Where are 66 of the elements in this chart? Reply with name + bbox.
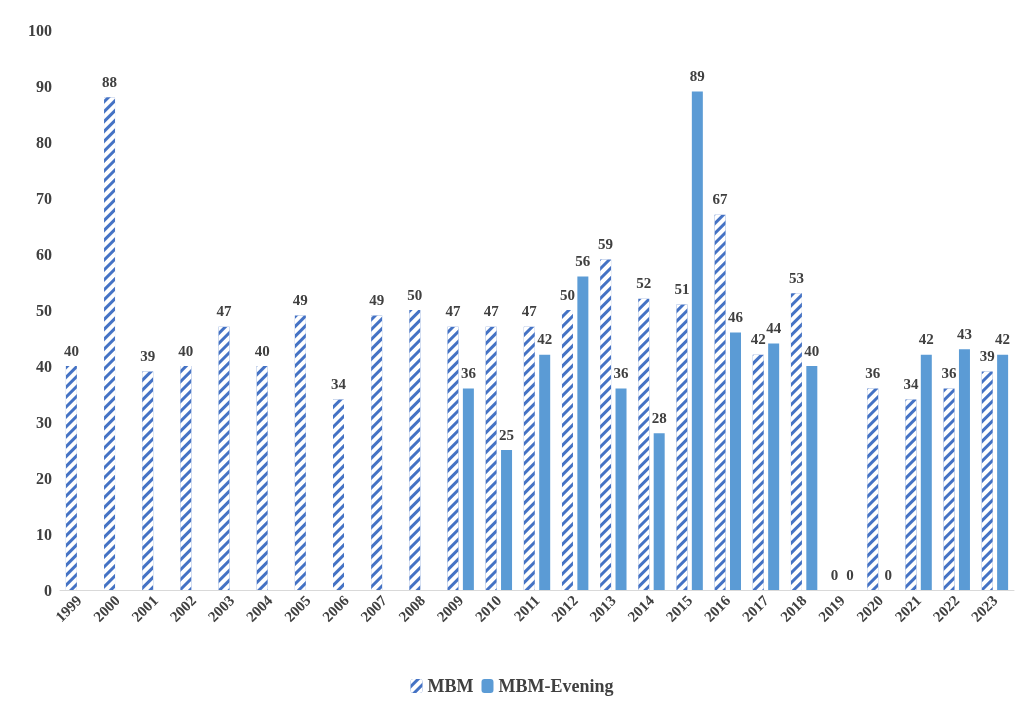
data-label: 40 (254, 342, 270, 359)
bar (768, 343, 780, 590)
y-tick-label: 70 (36, 189, 52, 207)
data-label: 0 (884, 566, 892, 583)
bar (462, 388, 474, 590)
data-label: 88 (102, 73, 118, 90)
bar (997, 354, 1009, 590)
bar (920, 354, 932, 590)
data-label: 36 (613, 364, 630, 381)
data-label: 44 (766, 320, 782, 337)
bar (730, 332, 741, 590)
data-label: 56 (575, 252, 591, 269)
data-label: 50 (559, 286, 575, 303)
y-tick-label: 80 (36, 133, 52, 151)
legend-label: MBM-Evening (498, 676, 614, 696)
legend-label: MBM (427, 676, 474, 696)
data-label: 67 (712, 191, 729, 208)
data-label: 25 (499, 426, 515, 443)
data-label: 40 (178, 342, 194, 359)
data-label: 52 (636, 275, 652, 292)
data-label: 0 (830, 566, 839, 583)
y-tick-label: 90 (36, 77, 52, 95)
data-label: 42 (995, 331, 1011, 348)
data-label: 47 (216, 303, 233, 320)
data-label: 39 (140, 348, 156, 365)
bar (958, 349, 970, 590)
y-tick-label: 20 (36, 469, 52, 487)
data-label: 47 (521, 303, 538, 320)
data-label: 0 (846, 566, 854, 583)
y-tick-label: 60 (36, 245, 52, 263)
y-tick-label: 100 (28, 21, 52, 39)
bar (806, 366, 818, 590)
data-label: 39 (979, 348, 995, 365)
bar (653, 433, 665, 590)
y-tick-label: 50 (36, 301, 52, 319)
bar (691, 91, 703, 590)
data-label: 47 (483, 303, 500, 320)
bar (577, 276, 589, 590)
y-tick-label: 30 (36, 413, 52, 431)
bar (539, 354, 551, 590)
data-label: 46 (728, 308, 744, 325)
y-tick-label: 40 (36, 357, 52, 375)
data-label: 40 (804, 342, 820, 359)
data-label: 34 (331, 376, 347, 393)
data-label: 36 (865, 364, 881, 381)
data-label: 42 (750, 331, 766, 348)
data-label: 28 (651, 409, 667, 426)
data-label: 50 (407, 286, 423, 303)
data-label: 47 (445, 303, 461, 320)
y-tick-label: 0 (44, 581, 52, 599)
bar (501, 450, 513, 590)
data-label: 49 (292, 292, 308, 309)
data-label: 42 (537, 331, 553, 348)
data-label: 36 (460, 364, 477, 381)
data-label: 49 (369, 292, 385, 309)
data-label: 40 (63, 342, 79, 359)
data-label: 43 (956, 325, 972, 342)
data-label: 42 (918, 331, 934, 348)
data-label: 53 (788, 269, 804, 286)
data-label: 51 (674, 280, 690, 297)
data-label: 89 (689, 68, 705, 85)
data-label: 59 (598, 236, 614, 253)
bar (615, 388, 627, 590)
data-label: 36 (941, 364, 958, 381)
data-label: 34 (903, 376, 919, 393)
y-tick-label: 10 (36, 525, 52, 543)
